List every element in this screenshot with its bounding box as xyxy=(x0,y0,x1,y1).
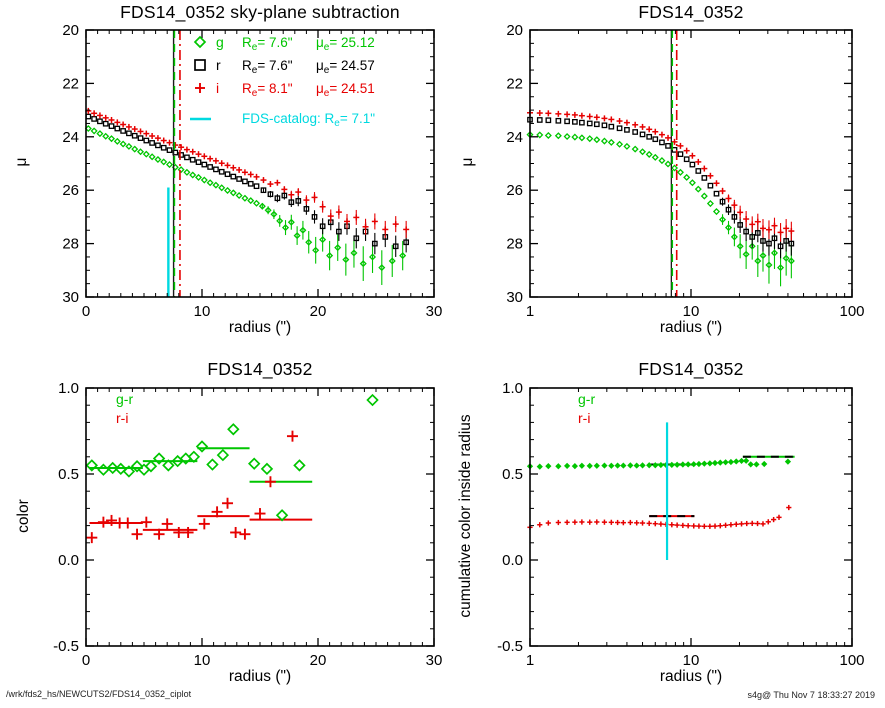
svg-text:10: 10 xyxy=(194,652,211,669)
svg-text:28: 28 xyxy=(506,236,523,253)
series-g-r xyxy=(85,393,379,522)
series-r-i xyxy=(527,504,792,530)
svg-text:0.5: 0.5 xyxy=(58,466,79,483)
svg-text:100: 100 xyxy=(839,652,864,669)
svg-text:100: 100 xyxy=(839,303,864,320)
svg-text:Re= 7.6": Re= 7.6" xyxy=(242,58,293,76)
svg-text:-0.5: -0.5 xyxy=(497,638,523,655)
series-g-r xyxy=(526,457,792,470)
svg-text:20: 20 xyxy=(506,22,523,39)
svg-text:g: g xyxy=(216,34,224,50)
x-axis-label-4: radius (") xyxy=(659,668,723,685)
footer-user-timestamp: s4g@ Thu Nov 7 18:33:27 2019 xyxy=(747,690,875,700)
axes-mu-linear: 0 10 20 30 20 22 24 26 28 30 xyxy=(62,22,442,320)
svg-text:1.0: 1.0 xyxy=(58,380,79,397)
series-i xyxy=(527,109,795,242)
svg-text:g-r: g-r xyxy=(578,391,595,407)
svg-text:10: 10 xyxy=(683,303,700,320)
x-axis-label-1: radius (") xyxy=(228,319,292,336)
series-i xyxy=(85,107,410,238)
svg-text:FDS-catalog: Re= 7.1": FDS-catalog: Re= 7.1" xyxy=(242,111,375,129)
svg-text:Re= 7.6": Re= 7.6" xyxy=(242,35,293,53)
svg-text:μe= 24.51: μe= 24.51 xyxy=(316,81,375,99)
series-r-i xyxy=(86,430,298,544)
svg-text:-0.5: -0.5 xyxy=(53,638,79,655)
svg-text:Re= 8.1": Re= 8.1" xyxy=(242,81,293,99)
svg-text:30: 30 xyxy=(426,652,443,669)
panel-title-sky-plane: FDS14_0352 sky-plane subtraction xyxy=(120,2,400,22)
legend-color-linear: g-r r-i xyxy=(116,391,133,426)
legend-cumulative-color-log: g-r r-i xyxy=(578,391,595,426)
svg-text:μe= 24.57: μe= 24.57 xyxy=(316,58,375,76)
series-r xyxy=(85,113,410,257)
y-axis-label-cumulative-color: cumulative color inside radius xyxy=(457,414,474,618)
svg-text:g-r: g-r xyxy=(116,391,133,407)
series-g xyxy=(526,131,795,287)
svg-text:20: 20 xyxy=(310,652,327,669)
footer-plot-path: /wrk/fds2_hs/NEWCUTS2/FDS14_0352_ciplot xyxy=(6,689,192,699)
panel-cumulative-color-log: 1 10 100 -0.5 0.0 0.5 1.0 g-r r-i xyxy=(497,380,864,669)
axes-mu-log: 1 10 100 20 22 24 26 28 30 xyxy=(506,22,864,320)
panel-mu-log: 1 10 100 20 22 24 26 28 30 xyxy=(506,22,864,320)
svg-text:1: 1 xyxy=(526,652,534,669)
series-g xyxy=(84,125,407,285)
x-axis-label-2: radius (") xyxy=(659,319,723,336)
svg-text:28: 28 xyxy=(62,236,79,253)
panel-title-color: FDS14_0352 xyxy=(207,359,313,379)
panel-title-mu-log: FDS14_0352 xyxy=(638,2,744,22)
y-axis-label-mu-2: μ xyxy=(459,157,476,167)
panel-title-cumulative: FDS14_0352 xyxy=(638,359,744,379)
svg-text:r-i: r-i xyxy=(116,410,128,426)
svg-text:24: 24 xyxy=(62,129,79,146)
svg-text:i: i xyxy=(216,80,219,96)
svg-text:r: r xyxy=(216,57,221,73)
svg-text:26: 26 xyxy=(506,182,523,199)
y-axis-label-mu-1: μ xyxy=(13,157,30,167)
svg-text:μe= 25.12: μe= 25.12 xyxy=(316,35,375,53)
svg-text:1.0: 1.0 xyxy=(502,380,523,397)
svg-text:r-i: r-i xyxy=(578,410,590,426)
svg-text:10: 10 xyxy=(683,652,700,669)
x-axis-label-3: radius (") xyxy=(228,668,292,685)
panel-color-linear: 0 10 20 30 -0.5 0.0 0.5 1.0 g-r r-i xyxy=(53,380,442,669)
axes-color-linear: 0 10 20 30 -0.5 0.0 0.5 1.0 xyxy=(53,380,442,669)
axes-cumulative-color-log: 1 10 100 -0.5 0.0 0.5 1.0 xyxy=(497,380,864,669)
svg-text:30: 30 xyxy=(426,303,443,320)
panel-mu-linear: 0 10 20 30 20 22 24 26 28 30 g Re= 7.6" μe= 25.12 r Re… xyxy=(62,22,442,320)
svg-text:0.0: 0.0 xyxy=(502,552,523,569)
svg-text:24: 24 xyxy=(506,129,523,146)
svg-text:20: 20 xyxy=(310,303,327,320)
y-axis-label-color: color xyxy=(15,499,32,533)
svg-text:22: 22 xyxy=(506,75,523,92)
svg-text:0.5: 0.5 xyxy=(502,466,523,483)
svg-text:20: 20 xyxy=(62,22,79,39)
svg-text:0: 0 xyxy=(82,303,90,320)
svg-text:1: 1 xyxy=(526,303,534,320)
svg-text:0: 0 xyxy=(82,652,90,669)
svg-text:22: 22 xyxy=(62,75,79,92)
svg-text:26: 26 xyxy=(62,182,79,199)
legend-mu-linear: g Re= 7.6" μe= 25.12 r Re= 7.6" μe= 24.57 i Re=… xyxy=(190,34,375,129)
svg-text:30: 30 xyxy=(62,289,79,306)
svg-text:30: 30 xyxy=(506,289,523,306)
svg-text:0.0: 0.0 xyxy=(58,552,79,569)
svg-text:10: 10 xyxy=(194,303,211,320)
